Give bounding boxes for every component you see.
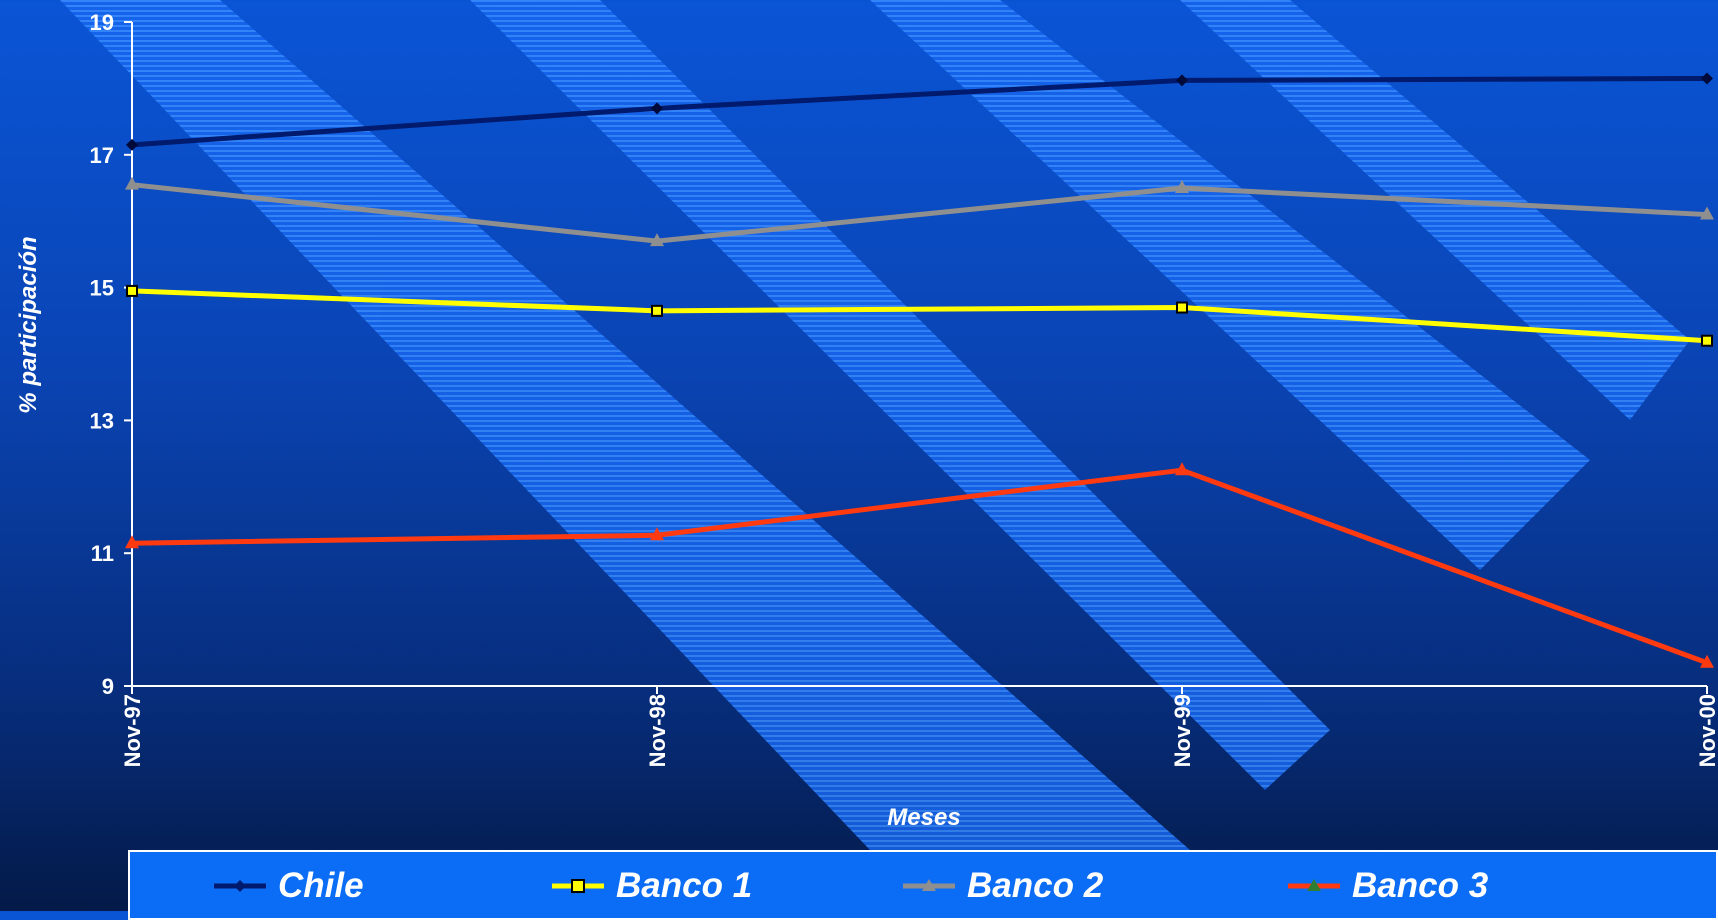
legend: Chile Banco 1 Banco 2 Banco 3 <box>128 850 1718 920</box>
data-point-banco-2 <box>650 233 664 247</box>
y-tick-label: 19 <box>90 10 114 35</box>
legend-label-banco-3: Banco 3 <box>1352 866 1489 905</box>
x-tick-label: Nov-99 <box>1170 694 1195 767</box>
y-tick-label: 11 <box>91 541 114 566</box>
data-point-banco-2 <box>1175 180 1189 193</box>
legend-item-chile: Chile <box>212 866 364 906</box>
data-point-banco-1 <box>651 304 663 317</box>
data-point-banco-3 <box>1175 462 1189 476</box>
legend-item-banco-3: Banco 3 <box>1286 866 1488 906</box>
series-line-banco-3 <box>131 467 1708 666</box>
data-point-banco-2 <box>125 176 139 190</box>
series-line-banco-1 <box>131 288 1708 344</box>
legend-label-chile: Chile <box>278 866 364 905</box>
y-tick-label: 13 <box>90 408 114 433</box>
x-tick-label: Nov-00 <box>1695 694 1718 767</box>
series-lines <box>125 72 1714 668</box>
legend-swatch-banco-1 <box>552 879 604 893</box>
series-line-chile <box>131 75 1708 148</box>
x-tick-label: Nov-98 <box>645 694 670 767</box>
data-point-banco-1 <box>1701 334 1713 347</box>
data-point-banco-1 <box>1176 301 1188 314</box>
series-line-banco-2 <box>131 182 1708 244</box>
y-tick-label: 15 <box>90 276 114 301</box>
data-point-chile <box>126 138 138 151</box>
data-point-banco-3 <box>125 535 139 549</box>
legend-swatch-banco-2 <box>903 879 955 891</box>
legend-swatch-chile <box>214 880 266 892</box>
data-point-chile <box>651 102 663 115</box>
y-tick-label: 17 <box>90 143 114 168</box>
data-point-chile <box>1701 72 1713 85</box>
x-axis-title: Meses <box>887 804 960 831</box>
axes <box>131 22 1707 687</box>
y-axis-title: % participación <box>15 236 42 413</box>
y-ticks: 9 11 13 15 17 19 <box>90 10 132 699</box>
x-ticks: Nov-97 Nov-98 Nov-99 Nov-00 <box>120 686 1718 767</box>
legend-label-banco-2: Banco 2 <box>967 866 1104 905</box>
data-point-banco-3 <box>650 527 664 541</box>
legend-swatch-banco-3 <box>1288 879 1340 891</box>
legend-item-banco-1: Banco 1 <box>550 866 752 906</box>
legend-item-banco-2: Banco 2 <box>901 866 1103 906</box>
background-stripes <box>60 0 1690 850</box>
data-point-chile <box>1176 74 1188 87</box>
legend-label-banco-1: Banco 1 <box>616 866 753 905</box>
data-point-banco-1 <box>126 284 138 297</box>
data-point-banco-2 <box>1700 206 1714 220</box>
y-tick-label: 9 <box>102 674 114 699</box>
x-tick-label: Nov-97 <box>120 694 145 767</box>
data-point-banco-3 <box>1700 654 1714 668</box>
